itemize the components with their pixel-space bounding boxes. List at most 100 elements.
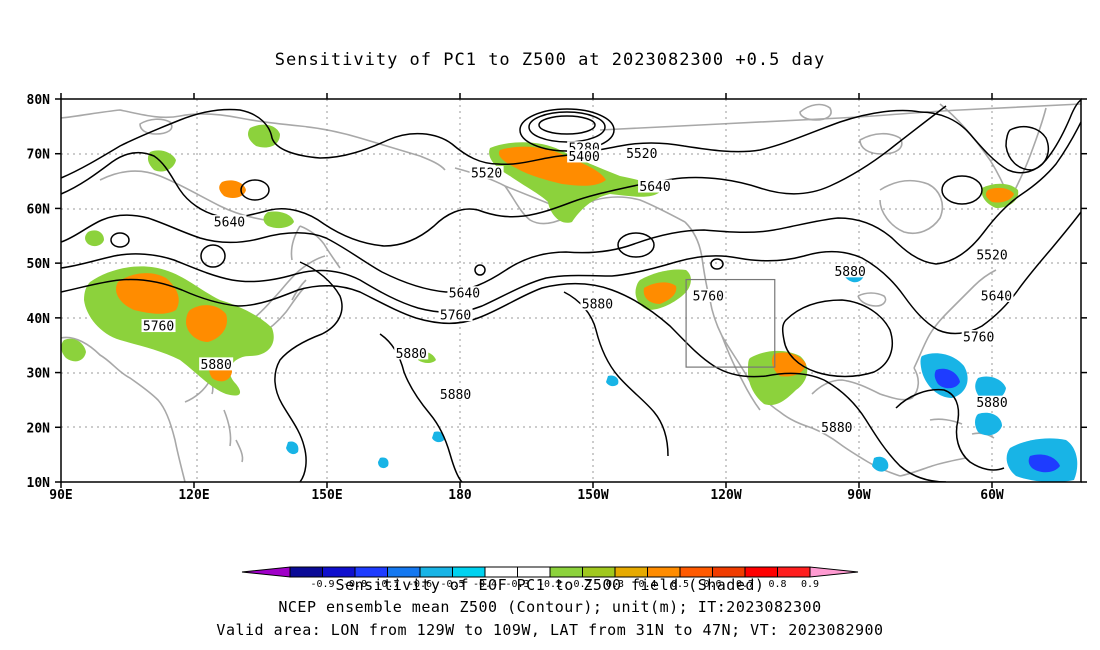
contour-label: 5880 <box>582 298 613 313</box>
plot-frame <box>60 98 1082 483</box>
contour-label-bg <box>961 330 996 344</box>
lat-label: 30N <box>27 367 51 382</box>
contour-label: 5760 <box>963 331 994 346</box>
negative-sensitivity-area <box>1028 454 1060 473</box>
positive-sensitivity-area <box>772 352 806 377</box>
footer-line-contour: NCEP ensemble mean Z500 (Contour); unit(… <box>278 598 822 616</box>
positive-sensitivity-area <box>186 305 228 342</box>
contour-label-bg <box>833 264 868 278</box>
lon-axis: 90E 120E 150E 180 150W 120W 90W 60W <box>49 93 1004 503</box>
contour-label: 5520 <box>976 248 1007 263</box>
lon-label: 180 <box>448 488 472 503</box>
lat-label: 80N <box>27 93 51 108</box>
contour-label-bg <box>580 297 615 311</box>
positive-sensitivity-area <box>498 146 606 186</box>
contour-label: 5640 <box>639 180 670 195</box>
contour-label-bg <box>141 319 176 333</box>
colorbar: -0.9 -0.8 -0.7 -0.6 -0.5 -0.4 -0.3 -0.2 0.2 0.3 0.… <box>241 566 859 590</box>
lon-label: 90E <box>49 488 72 503</box>
contour-label: 5880 <box>821 421 852 436</box>
colorbar-tick-label: 0.7 <box>736 579 754 590</box>
contour-label: 5760 <box>693 289 724 304</box>
contour-label-bg <box>212 215 247 229</box>
contour-label-bg <box>624 146 659 160</box>
positive-sensitivity-area <box>147 150 176 172</box>
negative-sensitivity-area <box>378 457 389 469</box>
contour-label-bg <box>438 387 473 401</box>
contour-label-bg <box>979 288 1014 302</box>
negative-sensitivity-area <box>975 412 1002 436</box>
contour-label: 5400 <box>568 150 599 165</box>
contour-label: 5520 <box>471 166 502 181</box>
lat-label: 70N <box>27 148 51 163</box>
colorbar-tick-label: -0.2 <box>538 579 562 590</box>
colorbar-tick-label: -0.3 <box>505 579 529 590</box>
lon-label: 150E <box>311 488 342 503</box>
positive-sensitivity-area <box>84 266 274 396</box>
negative-sensitivity-area <box>606 375 619 387</box>
negative-sensitivity-area <box>872 456 889 472</box>
colorbar-tick-label: -0.9 <box>310 579 334 590</box>
lat-label: 20N <box>27 421 51 436</box>
footer-line-valid-area: Valid area: LON from 129W to 109W, LAT f… <box>216 621 884 639</box>
colorbar-tick-label: -0.5 <box>440 579 464 590</box>
lon-label: 120E <box>178 488 209 503</box>
colorbar-tick-label: 0.5 <box>671 579 689 590</box>
negative-sensitivity-area <box>286 441 299 455</box>
contour-label: 5520 <box>626 147 657 162</box>
lat-label: 60N <box>27 202 51 217</box>
contour-label-bg <box>975 395 1009 409</box>
lon-label: 120W <box>710 488 741 503</box>
contour-label-bg <box>199 357 234 371</box>
positive-sensitivity-area <box>219 180 246 198</box>
colorbar-tick-label: -0.7 <box>375 579 399 590</box>
colorbar-tick-label: 0.9 <box>801 579 819 590</box>
lat-label: 10N <box>27 476 51 491</box>
contour-label: 5880 <box>201 358 232 373</box>
colorbar-tick-label: -0.8 <box>343 579 367 590</box>
negative-sensitivity-area <box>975 376 1006 401</box>
contour-label-bg <box>567 149 602 163</box>
positive-sensitivity-area <box>61 338 86 362</box>
negative-sensitivity-area <box>934 368 960 389</box>
lon-label: 150W <box>577 488 608 503</box>
map-title: Sensitivity of PC1 to Z500 at 2023082300… <box>274 50 826 70</box>
contour-label-bg <box>447 286 482 300</box>
lon-label: 60W <box>980 488 1004 503</box>
contour-label-bg <box>394 346 429 360</box>
contour-label: 5640 <box>449 287 480 302</box>
lat-label: 40N <box>27 312 51 327</box>
negative-sensitivity-area <box>432 431 445 443</box>
lat-label: 50N <box>27 257 51 272</box>
positive-sensitivity-area <box>643 282 677 304</box>
contour-label-bg <box>819 420 854 434</box>
contour-label: 5880 <box>834 265 865 280</box>
colorbar-tick-label: -0.6 <box>408 579 432 590</box>
contour-label-bg <box>691 288 726 302</box>
colorbar-tick-label: 0.2 <box>573 579 591 590</box>
lat-axis: 80N 70N 60N 50N 40N 30N 20N 10N <box>27 93 1087 491</box>
positive-sensitivity-area <box>263 211 294 229</box>
contour-label-bg <box>438 308 473 322</box>
positive-sensitivity-area <box>85 230 104 247</box>
contour-label: 5760 <box>143 320 174 335</box>
colorbar-tick-label: -0.4 <box>473 579 497 590</box>
colorbar-tick-label: 0.3 <box>606 579 624 590</box>
lon-label: 90W <box>847 488 871 503</box>
contour-label-bg <box>469 165 504 179</box>
contour-label: 5760 <box>440 309 471 324</box>
contour-label: 5880 <box>396 347 427 362</box>
valid-area-box <box>685 278 776 368</box>
contour-label: 5880 <box>976 396 1007 411</box>
footer-line-shading: Sensitivity of EOF PC1 to Z500 field (Sh… <box>335 576 765 594</box>
colorbar-tick-label: 0.8 <box>768 579 786 590</box>
contour-label: 5640 <box>214 216 245 231</box>
contour-label: 5880 <box>440 388 471 403</box>
positive-sensitivity-area <box>985 187 1014 203</box>
colorbar-tick-label: 0.4 <box>638 579 656 590</box>
contour-label-bg <box>975 247 1009 261</box>
sensitivity-shading <box>61 124 1078 482</box>
contour-label: 5640 <box>981 289 1012 304</box>
